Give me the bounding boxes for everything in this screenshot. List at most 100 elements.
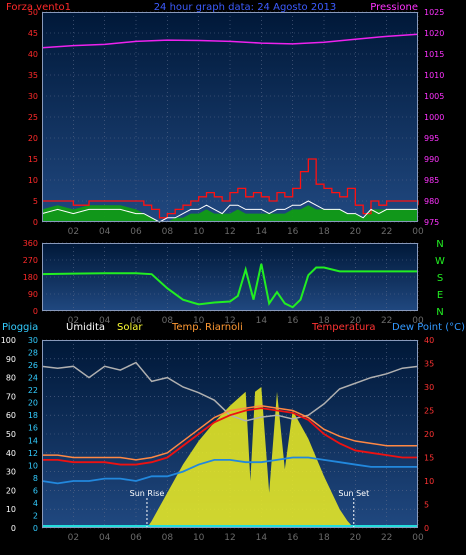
temperature-legend: Temperatura (311, 322, 376, 333)
rain-left-y-tick: 24 (28, 374, 38, 383)
wind-panel-frame (42, 12, 418, 222)
wind-direction-line (41, 263, 418, 309)
compass-label: N (436, 307, 443, 318)
wind-left-y-tick: 5 (33, 197, 38, 206)
direction-x-tick: 12 (224, 316, 235, 326)
rain-legend: Pioggia (2, 322, 38, 333)
temp-x-tick: 20 (350, 533, 362, 543)
wind-left-y-tick: 30 (28, 92, 38, 101)
pressure-right-y-tick: 985 (424, 176, 439, 185)
temperature-line (42, 407, 418, 466)
humidity-left-y-tick: 50 (6, 430, 16, 439)
temp-panel-frame (42, 340, 418, 528)
rain-left-y-tick: 30 (28, 336, 38, 345)
rain-left-y-tick: 4 (33, 499, 38, 508)
temp-right-y-tick: 30 (424, 383, 434, 392)
wind-left-y-tick: 10 (28, 176, 38, 185)
wind-average-line (41, 200, 418, 223)
pressure-right-y-tick: 1000 (424, 113, 444, 122)
sunrise-label: Sun Rise (130, 489, 165, 498)
wind-x-tick: 08 (162, 227, 174, 237)
direction-x-tick: 08 (162, 316, 174, 326)
compass-label: E (437, 290, 443, 301)
wind-left-y-tick: 35 (28, 71, 38, 80)
humidity-left-y-tick: 70 (6, 392, 16, 401)
solar-legend: Solar (117, 322, 143, 333)
temp-x-tick: 14 (256, 533, 268, 543)
pressure-right-y-tick: 1015 (424, 50, 444, 59)
rain-left-y-tick: 26 (28, 361, 38, 370)
direction-x-tick: 14 (256, 316, 268, 326)
temp-right-y-tick: 25 (424, 407, 434, 416)
wind-x-tick: 06 (130, 227, 142, 237)
wind-left-y-tick: 50 (28, 8, 38, 17)
direction-x-tick: 16 (287, 316, 299, 326)
wind-x-tick: 16 (287, 227, 299, 237)
temp-right-y-tick: 0 (424, 524, 429, 533)
humidity-left-y-tick: 10 (6, 505, 16, 514)
direction-x-tick: 22 (381, 316, 392, 326)
humidity-left-y-tick: 20 (6, 486, 16, 495)
wind-gust-line (42, 158, 419, 219)
direction-x-tick: 10 (193, 316, 205, 326)
wind-x-tick: 12 (224, 227, 235, 237)
temp-right-y-tick: 20 (424, 430, 434, 439)
direction-x-tick: 20 (350, 316, 362, 326)
wind-x-tick: 10 (193, 227, 205, 237)
rain-left-y-tick: 14 (28, 436, 38, 445)
dew-point-legend: Dew Point (°C) (392, 322, 465, 333)
wind-title: Forza vento1 (6, 2, 71, 13)
humidity-left-y-tick: 0 (11, 524, 16, 533)
temp-x-tick: 04 (99, 533, 111, 543)
wind-x-tick: 14 (256, 227, 268, 237)
pressure-title: Pressione (370, 2, 418, 13)
wind-left-y-tick: 40 (28, 50, 38, 59)
compass-label: W (435, 256, 445, 267)
direction-left-y-tick: 0 (33, 307, 38, 316)
dew-point-line (41, 456, 418, 485)
wind-left-y-tick: 25 (28, 113, 38, 122)
pressure-right-y-tick: 990 (424, 155, 439, 164)
humidity-legend: Umidita (66, 322, 105, 333)
wind-left-y-tick: 20 (28, 134, 38, 143)
compass-label: S (437, 273, 443, 284)
pressure-line (41, 33, 419, 49)
temp-x-tick: 22 (381, 533, 392, 543)
feels-like-line (42, 405, 418, 461)
direction-left-y-tick: 90 (28, 290, 38, 299)
rain-left-y-tick: 18 (28, 411, 38, 420)
direction-x-tick: 00 (412, 316, 424, 326)
pressure-right-y-tick: 975 (424, 218, 439, 227)
pressure-right-y-tick: 1020 (424, 29, 444, 38)
direction-x-tick: 02 (68, 316, 79, 326)
wind-left-y-tick: 45 (28, 29, 38, 38)
direction-x-tick: 06 (130, 316, 142, 326)
temp-x-tick: 12 (224, 533, 235, 543)
temp-x-tick: 18 (318, 533, 330, 543)
rain-left-y-tick: 22 (28, 386, 38, 395)
wind-left-y-tick: 15 (28, 155, 38, 164)
temp-right-y-tick: 15 (424, 454, 434, 463)
direction-x-tick: 04 (99, 316, 111, 326)
pressure-right-y-tick: 1005 (424, 92, 444, 101)
wind-x-tick: 20 (350, 227, 362, 237)
direction-left-y-tick: 180 (23, 273, 38, 282)
rain-left-y-tick: 0 (33, 524, 38, 533)
rain-left-y-tick: 10 (28, 461, 38, 470)
humidity-left-y-tick: 80 (6, 374, 16, 383)
wind-x-tick: 18 (318, 227, 330, 237)
temp-right-y-tick: 10 (424, 477, 434, 486)
rain-left-y-tick: 8 (33, 474, 38, 483)
pressure-right-y-tick: 980 (424, 197, 439, 206)
pressure-right-y-tick: 1010 (424, 71, 444, 80)
humidity-left-y-tick: 100 (1, 336, 16, 345)
wind-x-tick: 02 (68, 227, 79, 237)
rain-left-y-tick: 2 (33, 511, 38, 520)
direction-left-y-tick: 360 (23, 239, 38, 248)
humidity-left-y-tick: 40 (6, 449, 16, 458)
rain-left-y-tick: 16 (28, 424, 38, 433)
compass-label: N (436, 239, 443, 250)
rain-left-y-tick: 6 (33, 486, 38, 495)
